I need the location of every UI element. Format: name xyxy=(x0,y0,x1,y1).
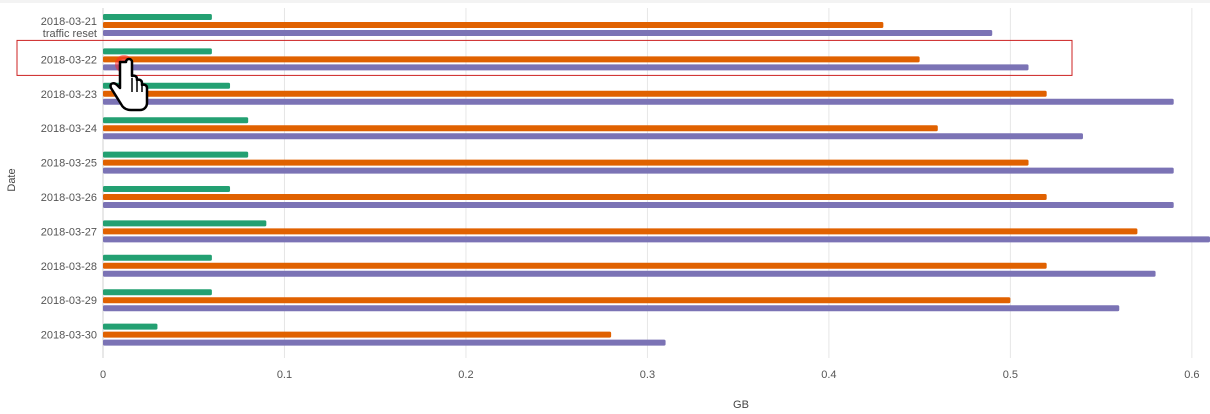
bar xyxy=(103,14,212,20)
category-label: 2018-03-28 xyxy=(41,261,97,273)
bar xyxy=(103,98,1174,105)
category-label: 2018-03-27 xyxy=(41,226,97,238)
category-label: 2018-03-24 xyxy=(41,123,97,135)
bar xyxy=(103,270,1156,277)
bar xyxy=(103,159,1029,166)
x-tick-label: 0 xyxy=(100,369,106,381)
bar xyxy=(103,194,1047,200)
highlight-box xyxy=(16,39,1073,76)
bar xyxy=(103,22,884,28)
x-tick-label: 0.2 xyxy=(458,369,473,381)
x-tick-label: 0.6 xyxy=(1184,369,1199,381)
bar xyxy=(103,236,1210,243)
hand-cursor-icon xyxy=(109,55,149,112)
bar xyxy=(103,228,1138,235)
bar xyxy=(103,64,1029,71)
bar xyxy=(103,56,920,63)
category-note: traffic reset xyxy=(43,28,97,40)
bar xyxy=(103,202,1174,208)
bar xyxy=(103,186,231,192)
x-tick-labels: 0 0.1 0.2 0.3 0.4 0.5 0.6 xyxy=(100,369,1200,381)
x-tick-label: 0.4 xyxy=(821,369,836,381)
bar xyxy=(103,323,158,330)
x-tick-label: 0.5 xyxy=(1003,369,1018,381)
bar xyxy=(103,117,249,124)
bars xyxy=(103,14,1210,346)
bar xyxy=(103,262,1047,269)
bar xyxy=(103,297,1011,304)
x-axis-title: GB xyxy=(733,399,749,411)
bar xyxy=(103,30,993,36)
top-divider xyxy=(0,0,1210,3)
bar xyxy=(103,220,267,227)
bar xyxy=(103,48,212,55)
bar xyxy=(103,133,1083,140)
bar xyxy=(103,167,1174,174)
category-label: 2018-03-30 xyxy=(41,330,97,342)
bar xyxy=(103,289,212,296)
bar xyxy=(103,125,938,132)
bar xyxy=(103,305,1120,312)
category-label: 2018-03-25 xyxy=(41,158,97,170)
bar xyxy=(103,339,666,346)
category-label: 2018-03-26 xyxy=(41,192,97,204)
x-tick-label: 0.3 xyxy=(640,369,655,381)
bar xyxy=(103,331,612,338)
bar xyxy=(103,90,1047,97)
category-label: 2018-03-29 xyxy=(41,295,97,307)
bar xyxy=(103,254,212,261)
category-label: 2018-03-22 xyxy=(41,54,97,66)
bar xyxy=(103,151,249,158)
y-axis-title: Date xyxy=(6,168,18,191)
category-label: 2018-03-21 xyxy=(41,16,97,28)
x-tick-label: 0.1 xyxy=(277,369,292,381)
category-label: 2018-03-23 xyxy=(41,89,97,101)
